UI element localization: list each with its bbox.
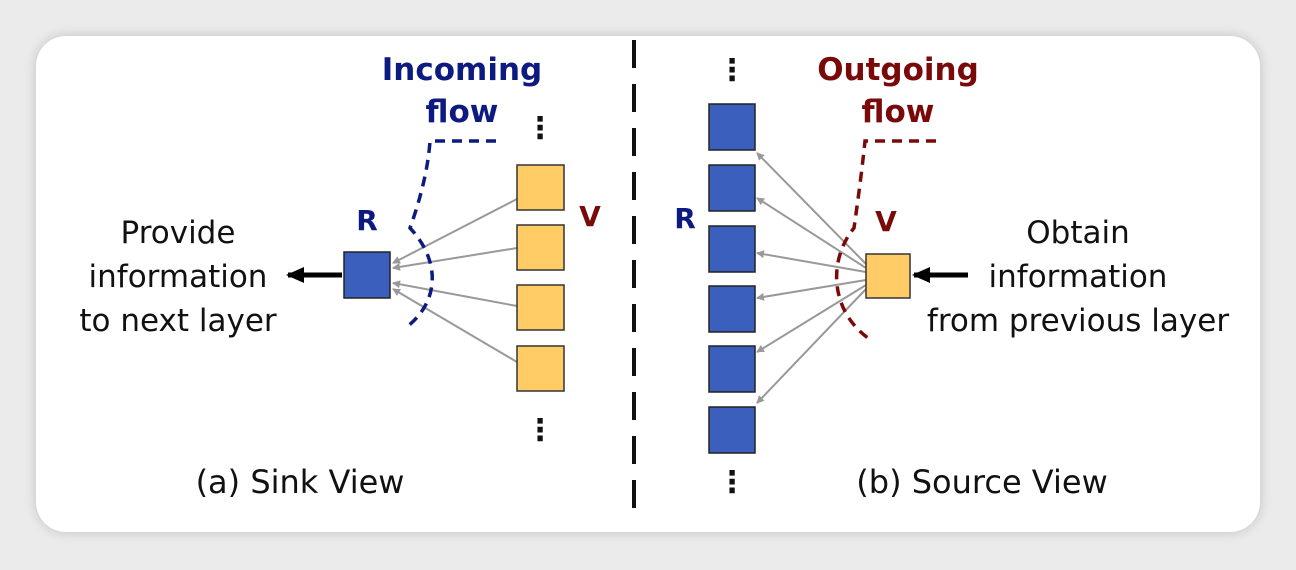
- provide-text-1: Provide: [121, 215, 236, 251]
- source-r-label: R: [674, 202, 696, 235]
- sink-v-node: [516, 284, 565, 331]
- source-r-node: [708, 164, 756, 212]
- sink-v-label: V: [579, 200, 601, 233]
- source-r-node: [708, 285, 756, 333]
- incoming-flow-label-2: flow: [426, 94, 499, 130]
- provide-text-3: to next layer: [79, 303, 277, 339]
- obtain-text-1: Obtain: [1026, 215, 1130, 251]
- sink-edge: [392, 247, 518, 271]
- source-v-label: V: [875, 205, 897, 238]
- outgoing-flow-label-2: flow: [862, 94, 935, 130]
- source-edge: [756, 250, 867, 273]
- sink-view: R V ⋮ ⋮ Incoming flow Provide informatio…: [79, 52, 601, 501]
- source-edges: [756, 152, 867, 404]
- obtain-text-3: from previous layer: [927, 303, 1229, 339]
- incoming-flow-label-1: Incoming: [382, 52, 542, 88]
- source-edge: [756, 197, 867, 269]
- sink-edge: [392, 280, 518, 307]
- source-edge: [756, 288, 867, 404]
- source-r-node: [708, 345, 756, 393]
- source-edge: [756, 284, 867, 353]
- source-r-node: [708, 103, 756, 151]
- sink-dots-top: ⋮: [525, 111, 555, 146]
- source-view: R ⋮ ⋮ V Outgoing flow Obtain information…: [674, 52, 1229, 501]
- source-edge: [756, 279, 867, 301]
- sink-r-label: R: [356, 204, 378, 237]
- provide-text-2: information: [89, 259, 268, 295]
- sink-r-node: [343, 251, 391, 299]
- source-caption: (b) Source View: [856, 463, 1107, 501]
- outgoing-flow-curve: [834, 139, 936, 340]
- sink-edges: [392, 198, 518, 363]
- figure-card: [36, 36, 1260, 532]
- sink-v-node: [516, 345, 565, 392]
- sink-caption: (a) Sink View: [196, 463, 405, 501]
- obtain-text-2: information: [989, 259, 1168, 295]
- incoming-flow-curve: [406, 139, 496, 328]
- source-r-node: [708, 406, 756, 454]
- outgoing-flow-label-1: Outgoing: [817, 52, 979, 88]
- sink-v-node: [516, 164, 565, 211]
- source-dots-bottom: ⋮: [717, 465, 747, 500]
- source-dots-top: ⋮: [717, 53, 747, 88]
- sink-edge: [392, 288, 518, 363]
- sink-v-node: [516, 224, 565, 271]
- sink-dots-bottom: ⋮: [525, 413, 555, 448]
- source-r-node: [708, 225, 756, 273]
- source-v-node: [865, 253, 911, 299]
- source-edge: [756, 152, 867, 265]
- sink-edge: [392, 198, 518, 264]
